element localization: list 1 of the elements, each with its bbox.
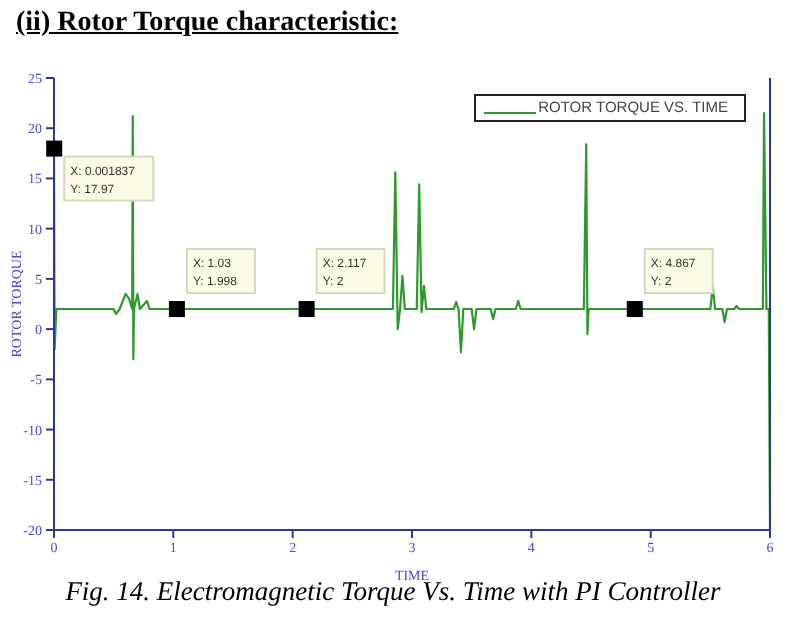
chart-title: (ii) Rotor Torque characteristic:: [16, 8, 399, 40]
